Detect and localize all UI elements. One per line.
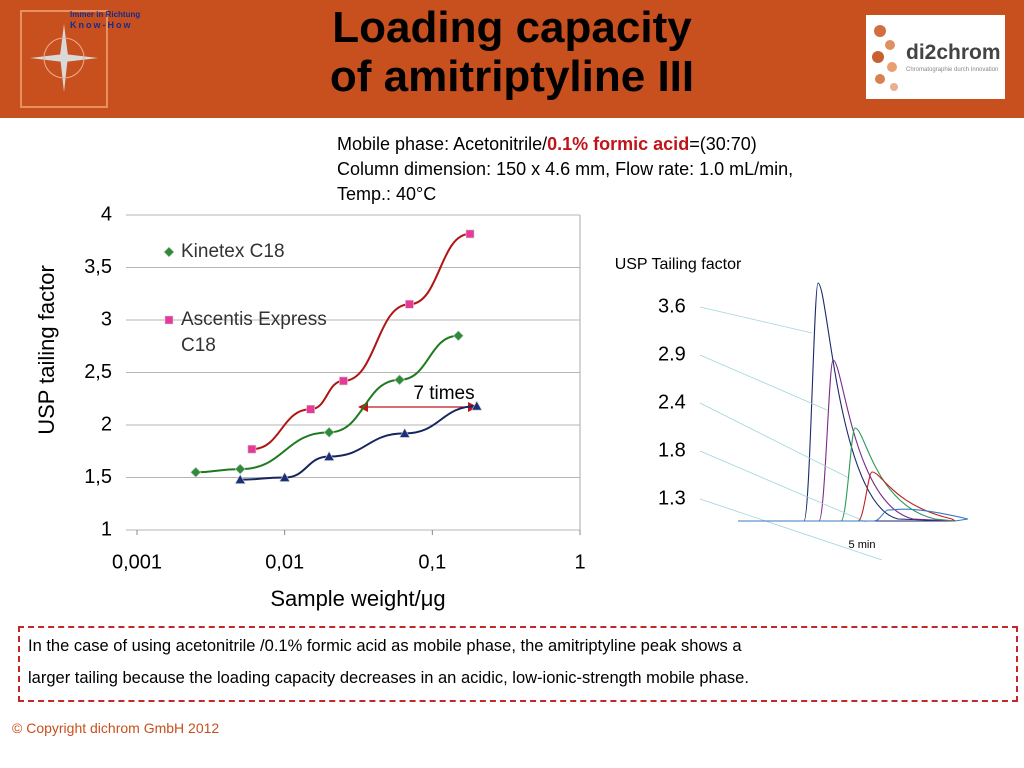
left-logo xyxy=(20,10,108,108)
leader-line xyxy=(699,306,813,334)
legend-line: Ascentis Express xyxy=(181,309,327,330)
x-tick-label: 0,1 xyxy=(418,551,446,573)
data-point xyxy=(465,229,475,239)
logo-dots xyxy=(872,25,898,91)
leader-line xyxy=(699,402,850,479)
data-point xyxy=(323,450,335,461)
leader-line xyxy=(699,450,867,523)
data-point xyxy=(405,299,414,309)
y-tick-label: 2 xyxy=(101,413,112,435)
compass xyxy=(30,24,98,92)
peak xyxy=(738,359,956,522)
data-point xyxy=(394,374,405,386)
y-tick-label: 2,5 xyxy=(84,361,112,383)
y-tick-label: 1,5 xyxy=(84,466,112,488)
condition-line: Temp.: 40°C xyxy=(337,184,437,204)
title-line: Loading capacity xyxy=(332,3,692,52)
x-tick-label: 0,01 xyxy=(265,551,304,573)
leader-line xyxy=(699,498,883,561)
header-band: Immer in Richtung Know-How Loading capac… xyxy=(0,0,1024,118)
data-point xyxy=(323,426,335,438)
conditions: Mobile phase: Acetonitrile/0.1% formic a… xyxy=(337,132,793,207)
text: Mobile phase: Acetonitrile/ xyxy=(337,134,548,154)
fit-line xyxy=(251,232,471,451)
data-point xyxy=(339,376,348,386)
right-logo-tagline: Chromatographie durch Innovation xyxy=(906,67,999,73)
data-point xyxy=(306,404,315,414)
peak xyxy=(738,471,956,522)
chart: USP tailing factor Sample weight/μg 7 ti… xyxy=(34,203,969,611)
left-logo-text-1: Immer in Richtung xyxy=(70,10,141,19)
data-point xyxy=(279,471,291,482)
peak-label: 2.4 xyxy=(658,391,686,413)
legend-marker xyxy=(164,315,174,325)
peak-label: 1.8 xyxy=(658,439,686,461)
peak xyxy=(738,508,969,522)
x-axis-label: Sample weight/μg xyxy=(270,586,445,611)
y-tick-label: 4 xyxy=(101,203,112,225)
time-label: 5 min xyxy=(849,539,876,551)
note-box: In the case of using acetonitrile /0.1% … xyxy=(18,626,1018,702)
data-point xyxy=(234,463,246,475)
title-line: of amitriptyline III xyxy=(329,52,695,101)
right-logo: di2chrom Chromatographie durch Innovatio… xyxy=(866,15,1005,99)
peak-label: 1.3 xyxy=(658,487,686,509)
y-tick-label: 1 xyxy=(101,518,112,540)
data-point xyxy=(234,473,246,484)
data-point xyxy=(247,444,257,454)
leader-line xyxy=(699,354,828,411)
x-tick-label: 1 xyxy=(574,551,585,573)
legend-marker xyxy=(163,246,175,258)
peak xyxy=(738,282,956,522)
annotation: 7 times xyxy=(413,383,474,404)
data-point xyxy=(471,400,483,411)
fit-line xyxy=(240,405,477,481)
y-tick-label: 3,5 xyxy=(84,256,112,278)
legend-line: C18 xyxy=(181,335,216,356)
legend-label: Ascentis Express C18 xyxy=(181,309,327,356)
peak-label: 2.9 xyxy=(658,343,686,365)
data-point xyxy=(190,466,202,478)
peak xyxy=(738,427,956,522)
chromatogram-title: USP Tailing factor xyxy=(615,256,742,273)
y-axis-label: USP tailing factor xyxy=(34,265,59,435)
legend-label: Kinetex C18 xyxy=(181,241,285,262)
footer: © Copyright dichrom GmbH 2012 xyxy=(12,720,220,736)
condition-line: Column dimension: 150 x 4.6 mm, Flow rat… xyxy=(337,159,794,179)
note-line: In the case of using acetonitrile /0.1% … xyxy=(28,637,742,655)
note-line: larger tailing because the loading capac… xyxy=(28,669,749,687)
left-logo-text-2: Know-How xyxy=(70,20,133,30)
condition-line: Mobile phase: Acetonitrile/0.1% formic a… xyxy=(337,132,793,157)
data-point xyxy=(399,427,411,438)
peak-label: 3.6 xyxy=(658,295,686,317)
text: =(30:70) xyxy=(689,134,757,154)
y-tick-label: 3 xyxy=(101,308,112,330)
right-logo-name: di2chrom xyxy=(906,41,1001,64)
x-tick-label: 0,001 xyxy=(112,551,162,573)
highlight: 0.1% formic acid xyxy=(547,134,690,154)
data-point xyxy=(452,330,464,342)
